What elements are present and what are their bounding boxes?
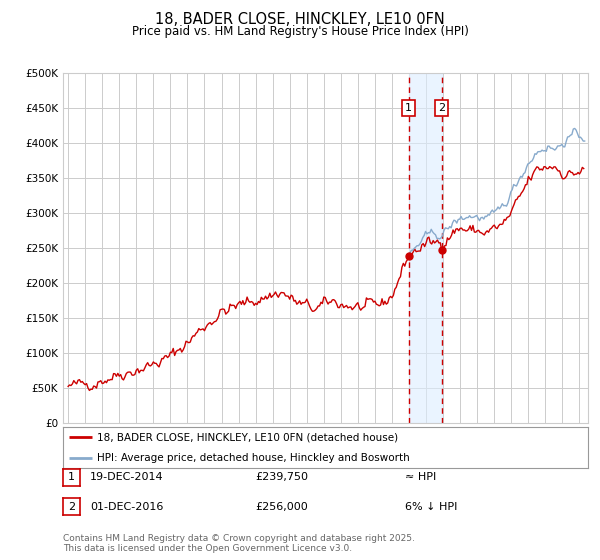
Text: £239,750: £239,750 [255,472,308,482]
Text: £256,000: £256,000 [255,502,308,512]
Text: 2: 2 [68,502,75,512]
Text: 19-DEC-2014: 19-DEC-2014 [90,472,164,482]
Text: 6% ↓ HPI: 6% ↓ HPI [405,502,457,512]
Text: 01-DEC-2016: 01-DEC-2016 [90,502,163,512]
Text: 18, BADER CLOSE, HINCKLEY, LE10 0FN (detached house): 18, BADER CLOSE, HINCKLEY, LE10 0FN (det… [97,432,398,442]
Text: HPI: Average price, detached house, Hinckley and Bosworth: HPI: Average price, detached house, Hinc… [97,452,410,463]
Text: 18, BADER CLOSE, HINCKLEY, LE10 0FN: 18, BADER CLOSE, HINCKLEY, LE10 0FN [155,12,445,27]
Bar [409,73,442,423]
Text: Contains HM Land Registry data © Crown copyright and database right 2025.
This d: Contains HM Land Registry data © Crown c… [63,534,415,553]
Text: 1: 1 [68,472,75,482]
Text: 1: 1 [405,103,412,113]
Text: ≈ HPI: ≈ HPI [405,472,436,482]
Text: 2: 2 [438,103,445,113]
Text: Price paid vs. HM Land Registry's House Price Index (HPI): Price paid vs. HM Land Registry's House … [131,25,469,38]
